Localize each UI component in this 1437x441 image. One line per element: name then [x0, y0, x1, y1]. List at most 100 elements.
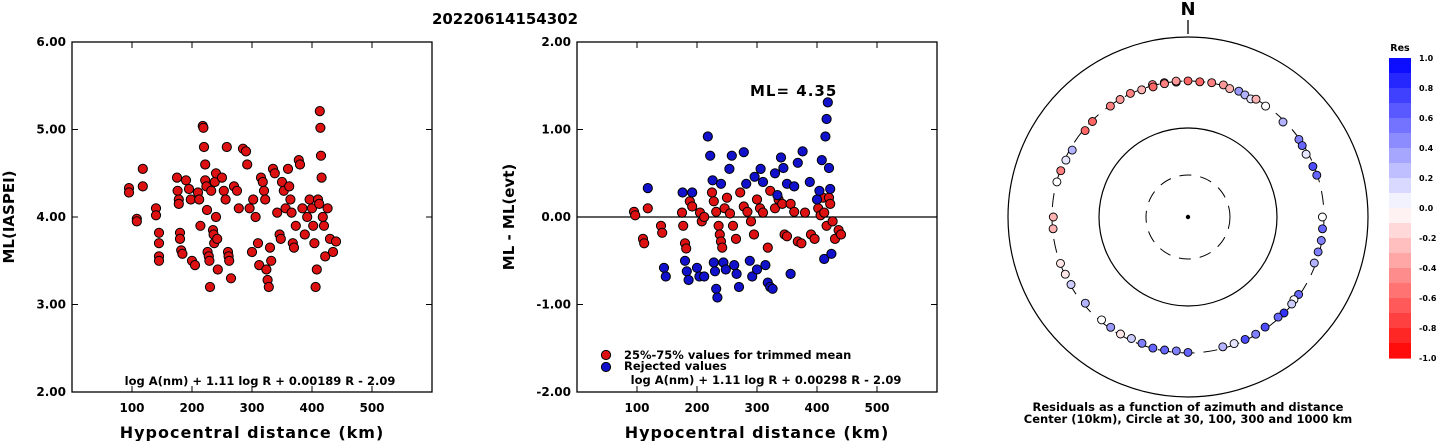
residual-point	[1067, 145, 1077, 155]
colorbar-cell	[1389, 118, 1411, 134]
data-point	[730, 233, 742, 244]
residual-vs-distance-panel: ML - ML(evt) Hypocentral distance (km) M…	[500, 35, 938, 441]
residual-point	[1171, 346, 1181, 356]
data-point	[248, 194, 259, 205]
data-point	[724, 163, 735, 174]
data-point	[264, 242, 276, 253]
colorbar-cell	[1389, 88, 1411, 104]
data-point	[708, 257, 719, 268]
data-point	[724, 208, 736, 219]
data-point	[679, 255, 691, 266]
x-tick-label: 400	[299, 401, 324, 415]
residual-point	[1312, 170, 1322, 180]
data-point	[220, 194, 231, 205]
residual-point	[1116, 329, 1125, 339]
data-point	[177, 248, 188, 259]
data-point	[816, 155, 827, 166]
residual-point	[1125, 88, 1135, 98]
residual-point	[1137, 338, 1147, 348]
residual-point	[1218, 342, 1228, 352]
data-point	[729, 260, 740, 271]
data-point	[677, 187, 688, 198]
data-point	[819, 253, 830, 265]
colorbar-label: -0.6	[1419, 294, 1437, 303]
colorbar-cell	[1389, 73, 1411, 89]
data-point	[246, 246, 258, 258]
data-point	[775, 152, 787, 163]
data-point	[252, 238, 264, 249]
data-point	[266, 255, 277, 266]
colorbar-label: -0.2	[1419, 234, 1437, 243]
y-tick-label: 0.00	[541, 210, 571, 224]
data-point	[702, 131, 713, 142]
residual-point	[1115, 95, 1125, 104]
x-axis-title: Hypocentral distance (km)	[625, 423, 890, 441]
colorbar-cell	[1389, 223, 1411, 239]
data-point	[310, 281, 321, 293]
data-point	[687, 187, 698, 198]
residual-point	[1260, 322, 1270, 332]
colorbar-label: 0.4	[1419, 144, 1434, 153]
residual-point	[1080, 126, 1090, 136]
data-point	[150, 210, 162, 221]
data-point	[657, 227, 668, 238]
data-point	[299, 229, 310, 240]
data-point	[709, 266, 721, 277]
data-point	[744, 255, 755, 266]
colorbar-labels: 1.0 0.8 0.6 0.4 0.2 0.0 -0.2 -0.4 -0.6 -0.8 -1.0	[1419, 54, 1437, 363]
data-point	[183, 183, 195, 195]
x-tick-label: 200	[179, 401, 204, 415]
data-point	[198, 141, 210, 153]
y-tick-label: -1.00	[536, 298, 571, 312]
data-point	[757, 207, 769, 218]
data-point	[660, 271, 671, 282]
residual-point	[1126, 334, 1136, 343]
ring-300km	[1098, 127, 1278, 307]
data-point	[741, 178, 752, 189]
residual-point	[1240, 334, 1250, 344]
residual-point	[1060, 269, 1070, 279]
data-point	[153, 227, 165, 238]
data-point	[330, 236, 342, 247]
data-point	[320, 251, 331, 262]
colorbar-cell	[1389, 313, 1411, 329]
data-point	[762, 242, 773, 253]
data-point	[711, 283, 722, 294]
data-point	[233, 203, 244, 214]
y-axis-title: ML - ML(evt)	[500, 164, 518, 270]
data-point	[153, 255, 165, 266]
residual-point	[1251, 329, 1261, 339]
data-point	[317, 211, 328, 223]
data-point	[681, 266, 692, 277]
north-label: N	[1180, 0, 1195, 20]
residual-points	[628, 97, 847, 303]
data-point	[272, 207, 283, 218]
data-point	[699, 271, 710, 282]
outer-circle	[1007, 36, 1369, 398]
data-point	[799, 207, 811, 218]
residual-point	[1278, 117, 1288, 127]
data-point	[804, 176, 815, 188]
data-point	[294, 159, 306, 170]
data-point	[747, 271, 758, 282]
data-point	[285, 194, 296, 205]
data-point	[819, 207, 830, 218]
data-point	[778, 162, 789, 174]
data-point	[748, 229, 760, 240]
data-point	[751, 264, 763, 275]
data-point	[785, 268, 796, 279]
x-tick-label: 300	[239, 401, 264, 415]
colorbar-cell	[1389, 133, 1411, 149]
data-point	[221, 141, 232, 153]
data-point	[322, 203, 333, 214]
data-point	[180, 175, 192, 186]
data-point	[745, 216, 757, 227]
data-point	[777, 198, 788, 209]
azimuth-points	[1048, 76, 1327, 357]
data-point	[201, 204, 213, 216]
data-point	[707, 175, 718, 186]
data-point	[224, 255, 235, 266]
colorbar-label: 0.8	[1419, 84, 1434, 93]
data-point	[726, 150, 737, 161]
data-point	[316, 172, 327, 183]
